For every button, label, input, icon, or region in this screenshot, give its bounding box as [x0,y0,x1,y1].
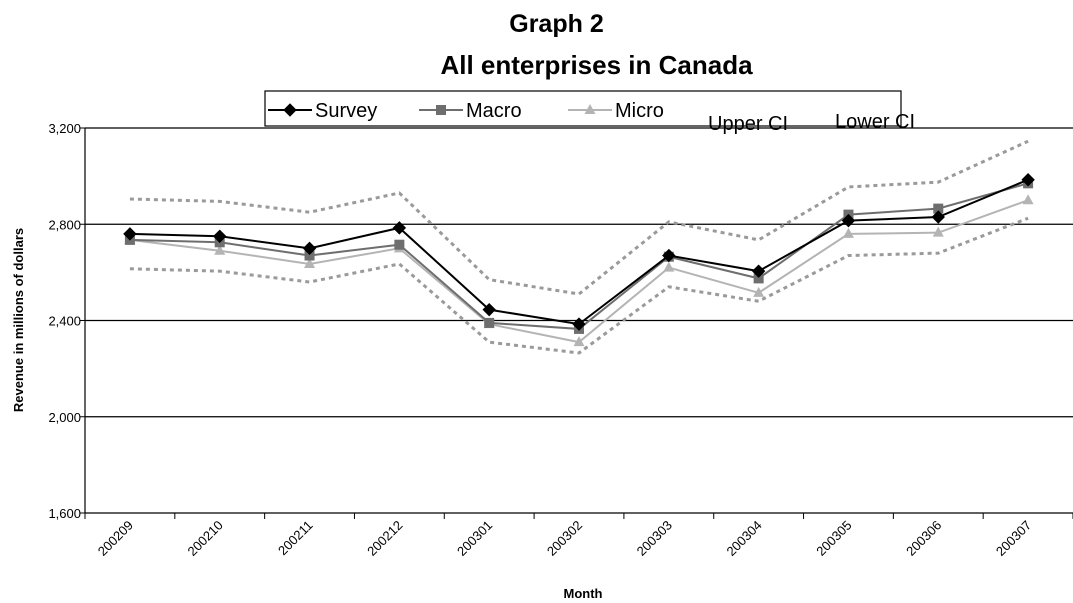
series-survey [123,173,1035,331]
x-tick-label: 200303 [634,518,675,559]
x-tick-label: 200212 [364,518,405,559]
data-point [482,302,496,317]
data-point [572,317,586,331]
series-line [129,178,1029,326]
legend-label-lower-ci: Lower CI [835,111,915,133]
data-point [392,221,407,235]
data-point [931,210,945,224]
x-tick-label: 200209 [95,518,136,559]
x-tick-label: 200304 [723,518,764,559]
series-line [129,216,1029,355]
legend-marker [436,105,446,115]
data-point [484,317,495,328]
y-tick-label: 2,800 [48,217,81,232]
x-tick-label: 200307 [993,518,1034,559]
data-point [663,261,675,272]
data-point [302,241,317,256]
series-upper-ci [129,139,1029,296]
legend-marker [283,103,297,117]
legend-label: Survey [315,100,377,122]
legend-label: Micro [615,100,664,122]
data-point [753,286,765,297]
data-point [1021,173,1035,187]
x-tick-label: 200210 [185,518,226,559]
data-point [573,336,585,347]
data-point [662,248,676,263]
x-tick-label: 200306 [903,518,944,559]
series-line [129,182,1029,330]
y-tick-label: 2,000 [48,410,81,425]
chart-title: Graph 2 [509,10,604,38]
legend-box [264,90,902,127]
data-point [932,226,944,237]
data-point [123,227,137,241]
y-tick-label: 3,200 [48,121,81,136]
chart-subtitle: All enterprises in Canada [440,50,753,80]
data-point [841,213,856,228]
x-tick-label: 200211 [275,518,316,559]
series-lower-ci [129,216,1029,355]
y-tick-label: 2,400 [48,314,81,329]
y-axis-label: Revenue in millions of dollars [11,228,26,412]
data-point [394,239,405,250]
x-tick-label: 200305 [813,518,854,559]
legend-marker [584,104,596,114]
legend-label: Macro [466,100,522,122]
data-point [1022,194,1034,205]
data-point [753,273,764,284]
x-axis-label: Month [564,586,603,601]
data-point [214,244,226,255]
data-point [751,264,766,278]
series-line [129,139,1029,296]
legend-label-upper-ci: Upper CI [708,113,788,135]
data-point [213,229,227,243]
data-point [304,250,315,261]
x-tick-label: 200301 [454,518,495,559]
data-point [304,257,316,268]
data-point [842,227,854,238]
y-tick-label: 1,600 [48,506,81,521]
x-tick-label: 200302 [544,518,585,559]
data-point [933,203,944,214]
